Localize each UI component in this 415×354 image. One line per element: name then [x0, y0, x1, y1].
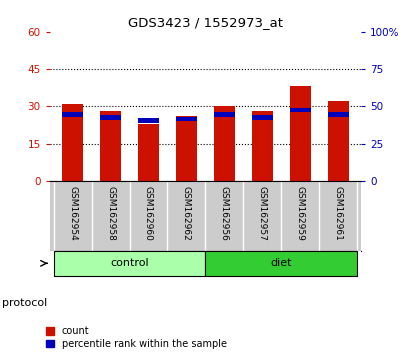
Legend: count, percentile rank within the sample: count, percentile rank within the sample — [46, 326, 227, 349]
Bar — [176, 116, 197, 181]
Text: GSM162961: GSM162961 — [334, 186, 343, 241]
Text: GSM162960: GSM162960 — [144, 186, 153, 241]
Bar — [290, 108, 311, 112]
Text: GSM162956: GSM162956 — [220, 186, 229, 241]
Bar — [214, 112, 235, 117]
Bar — [205, 251, 357, 276]
Title: GDS3423 / 1552973_at: GDS3423 / 1552973_at — [128, 16, 283, 29]
Text: protocol: protocol — [2, 298, 47, 308]
Bar — [54, 251, 205, 276]
Text: control: control — [110, 258, 149, 268]
Bar — [100, 111, 121, 181]
Bar — [252, 111, 273, 181]
Bar — [138, 124, 159, 181]
Text: diet: diet — [271, 258, 292, 268]
Bar — [252, 115, 273, 120]
Bar — [138, 118, 159, 123]
Bar — [328, 112, 349, 117]
Text: GSM162962: GSM162962 — [182, 186, 191, 241]
Text: GSM162957: GSM162957 — [258, 186, 267, 241]
Bar — [290, 86, 311, 181]
Text: GSM162954: GSM162954 — [68, 186, 77, 241]
Text: GSM162959: GSM162959 — [296, 186, 305, 241]
Bar — [62, 112, 83, 117]
Bar — [100, 115, 121, 120]
Bar — [214, 106, 235, 181]
Bar — [328, 101, 349, 181]
Bar — [176, 117, 197, 121]
Text: GSM162958: GSM162958 — [106, 186, 115, 241]
Bar — [62, 104, 83, 181]
